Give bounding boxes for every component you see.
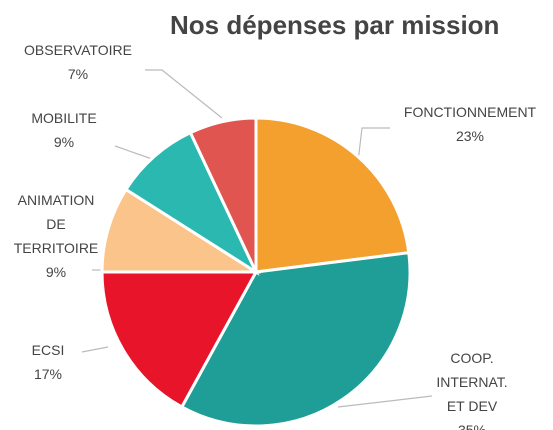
pie-slice	[254, 116, 411, 274]
leader-line	[357, 127, 390, 163]
value-label: 35%	[457, 422, 487, 430]
category-label: OBSERVATOIRE	[24, 42, 132, 58]
category-label: ECSI	[31, 342, 65, 358]
value-label: 7%	[67, 66, 89, 82]
slice-label: MOBILITE 9%	[19, 106, 109, 154]
pie-slice	[188, 116, 258, 273]
slice-label: COOP. INTERNAT. ET DEV 35%	[432, 346, 512, 430]
category-label: ANIMATION DE TERRITOIRE	[13, 192, 99, 256]
leader-line	[81, 346, 109, 353]
value-label: 9%	[53, 134, 75, 150]
leader-lines	[81, 69, 433, 408]
category-label: COOP. INTERNAT. ET DEV	[436, 350, 508, 414]
pie-slice	[179, 251, 412, 428]
slice-label: ANIMATION DE TERRITOIRE 9%	[11, 188, 101, 284]
category-label: FONCTIONNEMENT	[403, 104, 537, 120]
slice-label: FONCTIONNEMENT 23%	[390, 100, 550, 148]
pie-slice	[123, 130, 260, 277]
value-label: 23%	[455, 128, 485, 144]
value-label: 17%	[33, 366, 63, 382]
leader-line	[337, 395, 433, 408]
chart-title: Nos dépenses par mission	[170, 10, 500, 40]
category-label: MOBILITE	[31, 110, 97, 126]
pie-slice	[100, 187, 262, 274]
pie-slice	[100, 270, 259, 409]
slice-label: OBSERVATOIRE 7%	[8, 38, 148, 86]
value-label: 9%	[45, 264, 67, 280]
leader-line	[145, 69, 223, 119]
leader-line	[114, 145, 156, 161]
slice-label: ECSI 17%	[18, 338, 78, 386]
